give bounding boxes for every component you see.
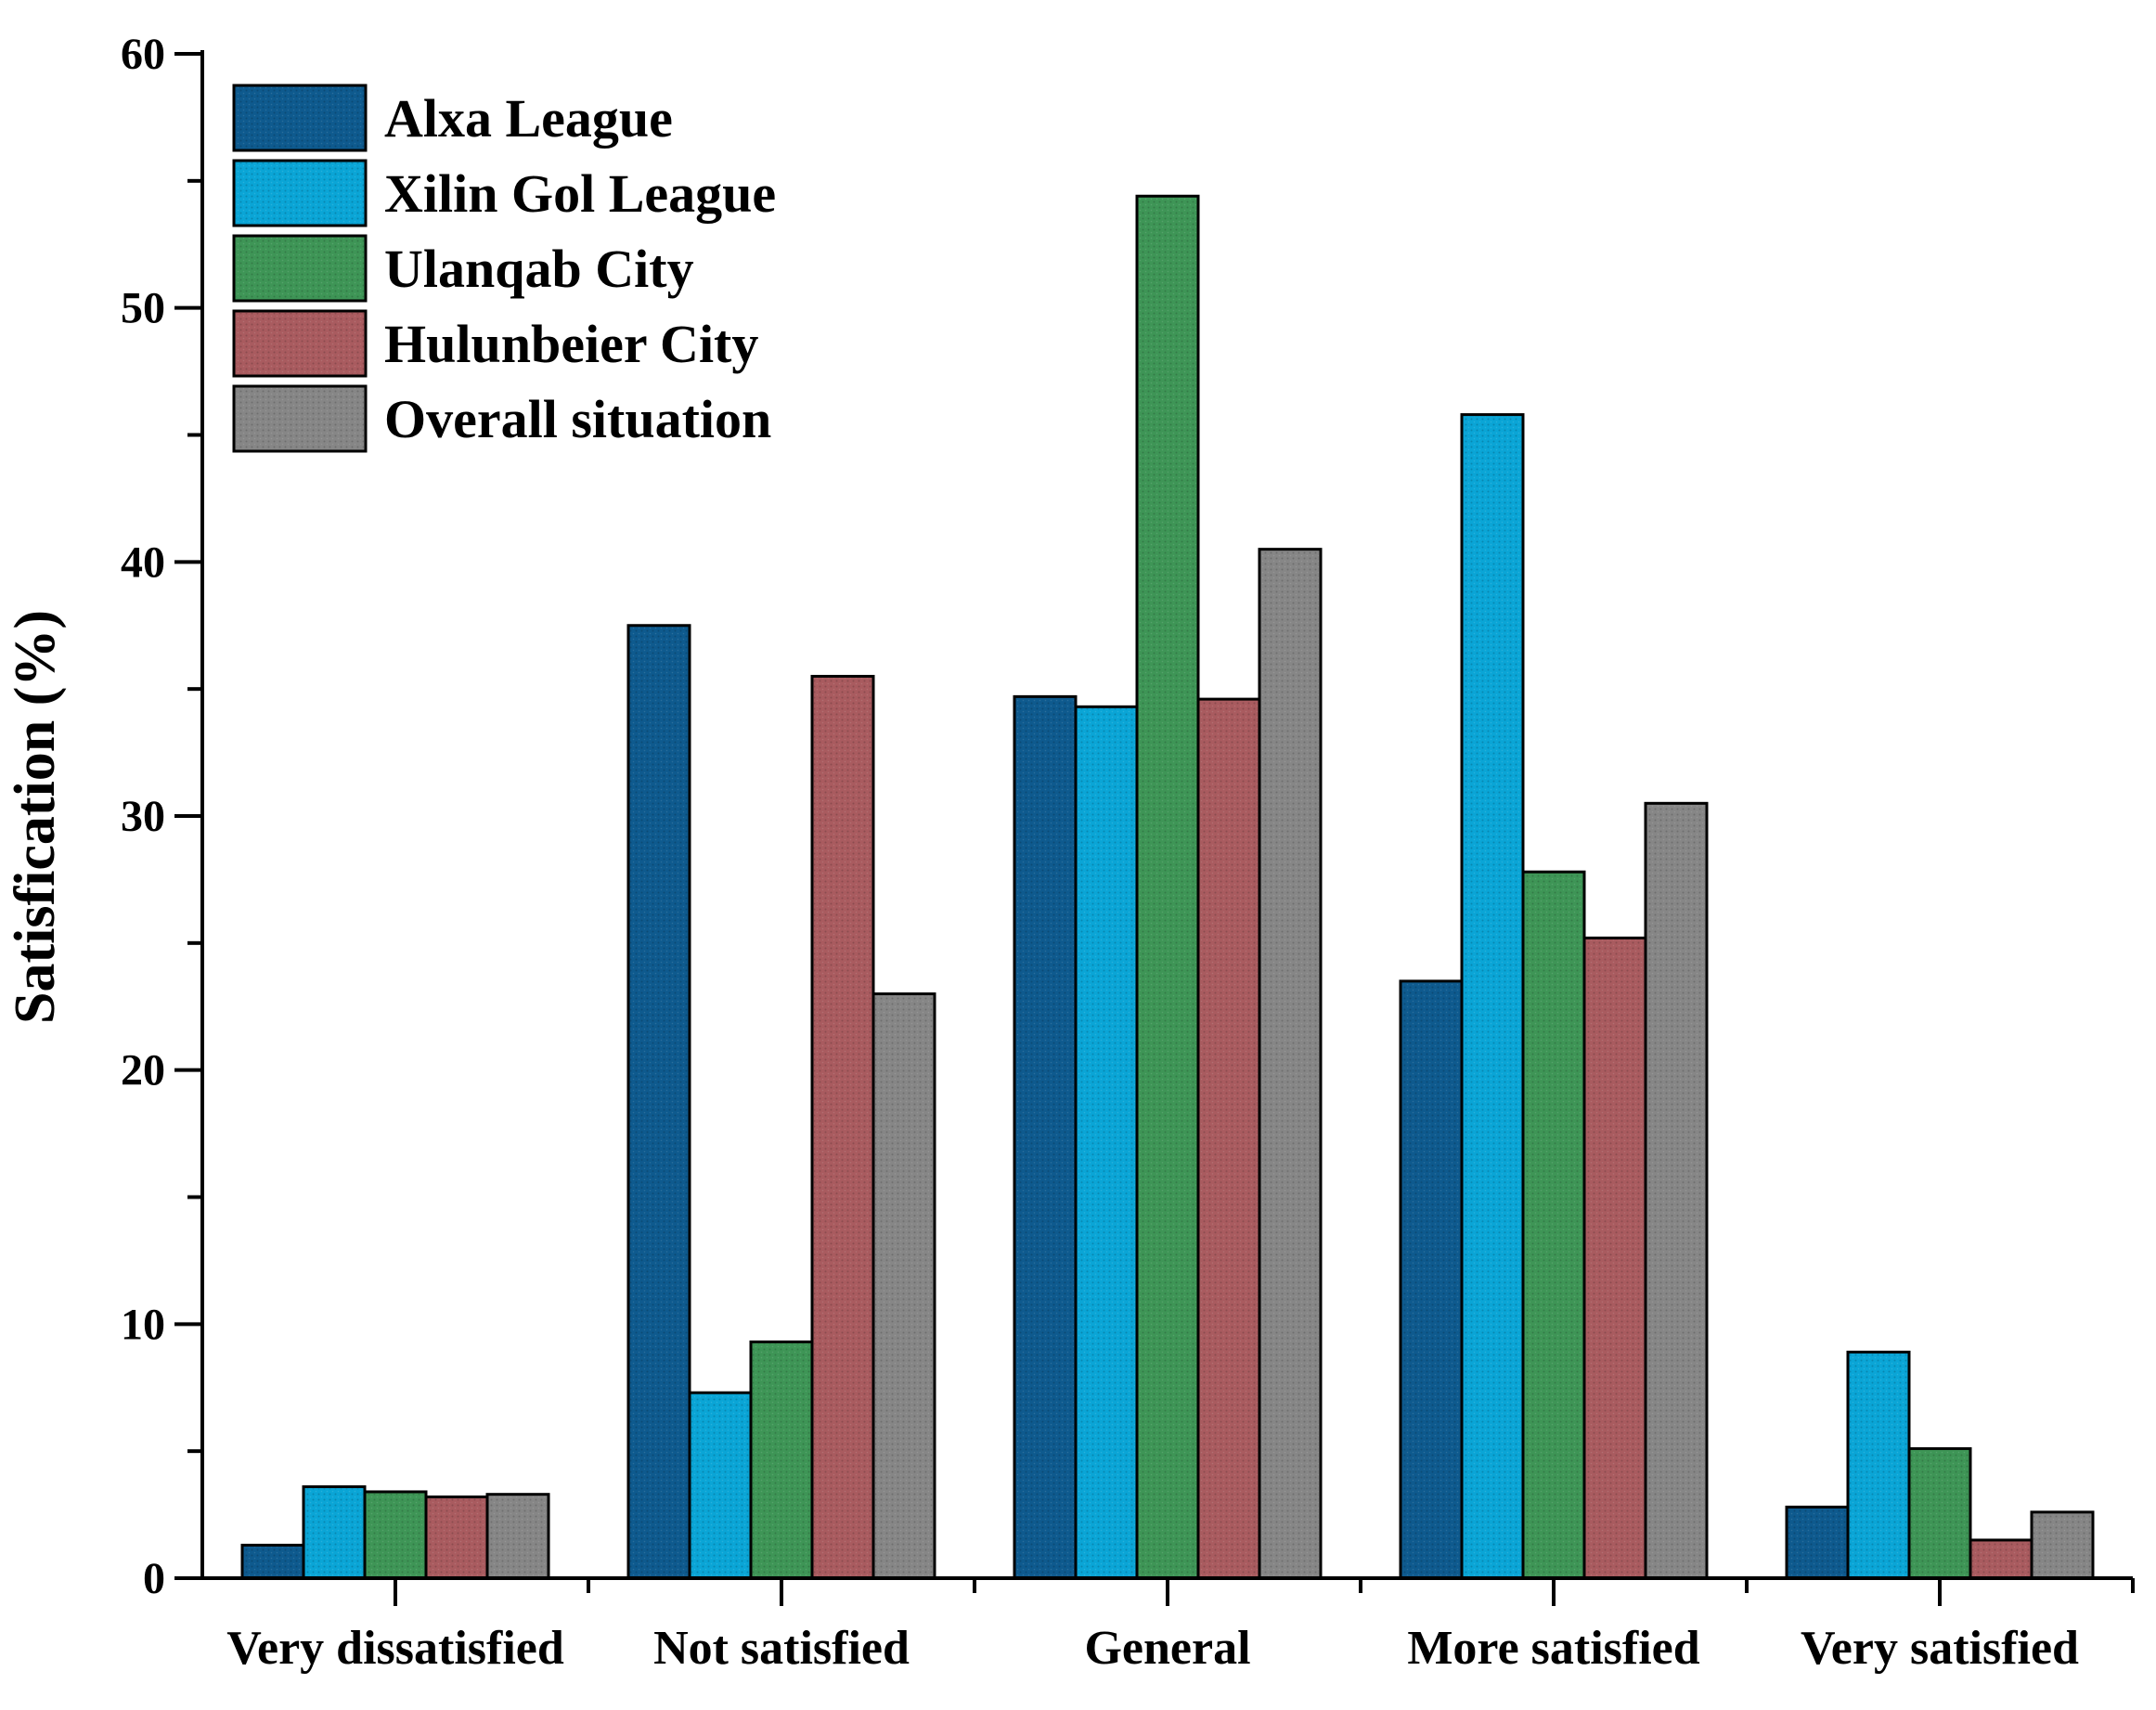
bar-texture [1200,701,1258,1576]
legend-swatch-texture [236,162,364,224]
bar-texture [244,1547,302,1576]
x-tick-label: More satisfied [1407,1622,1699,1675]
legend-swatch-texture [236,87,364,149]
bar-texture [1788,1509,1846,1576]
bar-texture [2033,1513,2091,1576]
bar-texture [1464,416,1521,1576]
legend-label: Ulanqab City [384,239,694,299]
bar-texture [630,627,688,1576]
axes-group: 0 10 20 30 40 50 60 Very dissatisfied Not satisf… [121,30,2135,1675]
legend-label: Alxa League [384,88,673,149]
bars-group [240,194,2095,1580]
legend-label: Xilin Gol League [384,163,776,224]
bar-texture [691,1394,749,1576]
bar-texture [1402,982,1460,1576]
bar-texture [1525,874,1582,1576]
y-tick-label: 40 [121,538,165,587]
legend-swatch-texture [236,388,364,449]
legend-swatch-texture [236,313,364,374]
bar-texture [305,1488,363,1576]
bar-texture [1647,805,1705,1576]
bar-texture [1586,939,1644,1576]
legend: Alxa League Xilin Gol League Ulanqab City H… [232,84,776,453]
y-tick-label: 60 [121,30,165,79]
bar-texture [814,678,871,1576]
y-tick-label: 20 [121,1046,165,1095]
legend-swatch-texture [236,238,364,299]
bar-texture [1911,1450,1969,1576]
y-tick-label: 10 [121,1300,165,1349]
bar-texture [1261,551,1319,1576]
bar-texture [1972,1541,2030,1576]
bar-texture [1016,698,1074,1576]
bar-texture [428,1498,485,1576]
bar-texture [367,1493,424,1576]
bar-texture [875,995,933,1576]
legend-label: Hulunbeier City [384,314,758,374]
bar-texture [489,1496,547,1576]
x-tick-label: Very dissatisfied [226,1622,564,1675]
y-axis-title: Satisfication (%) [4,610,67,1024]
x-tick-label: General [1084,1622,1250,1675]
bar-texture [1850,1354,1907,1576]
legend-label: Overall situation [384,389,771,449]
y-tick-label: 50 [121,284,165,333]
x-tick-label: Very satisfied [1801,1622,2079,1675]
bar-texture [753,1343,810,1576]
y-tick-label: 0 [143,1554,165,1603]
y-tick-label: 30 [121,792,165,841]
bar-texture [1139,198,1196,1577]
bar-texture [1078,708,1135,1576]
x-tick-label: Not satisfied [653,1622,910,1675]
